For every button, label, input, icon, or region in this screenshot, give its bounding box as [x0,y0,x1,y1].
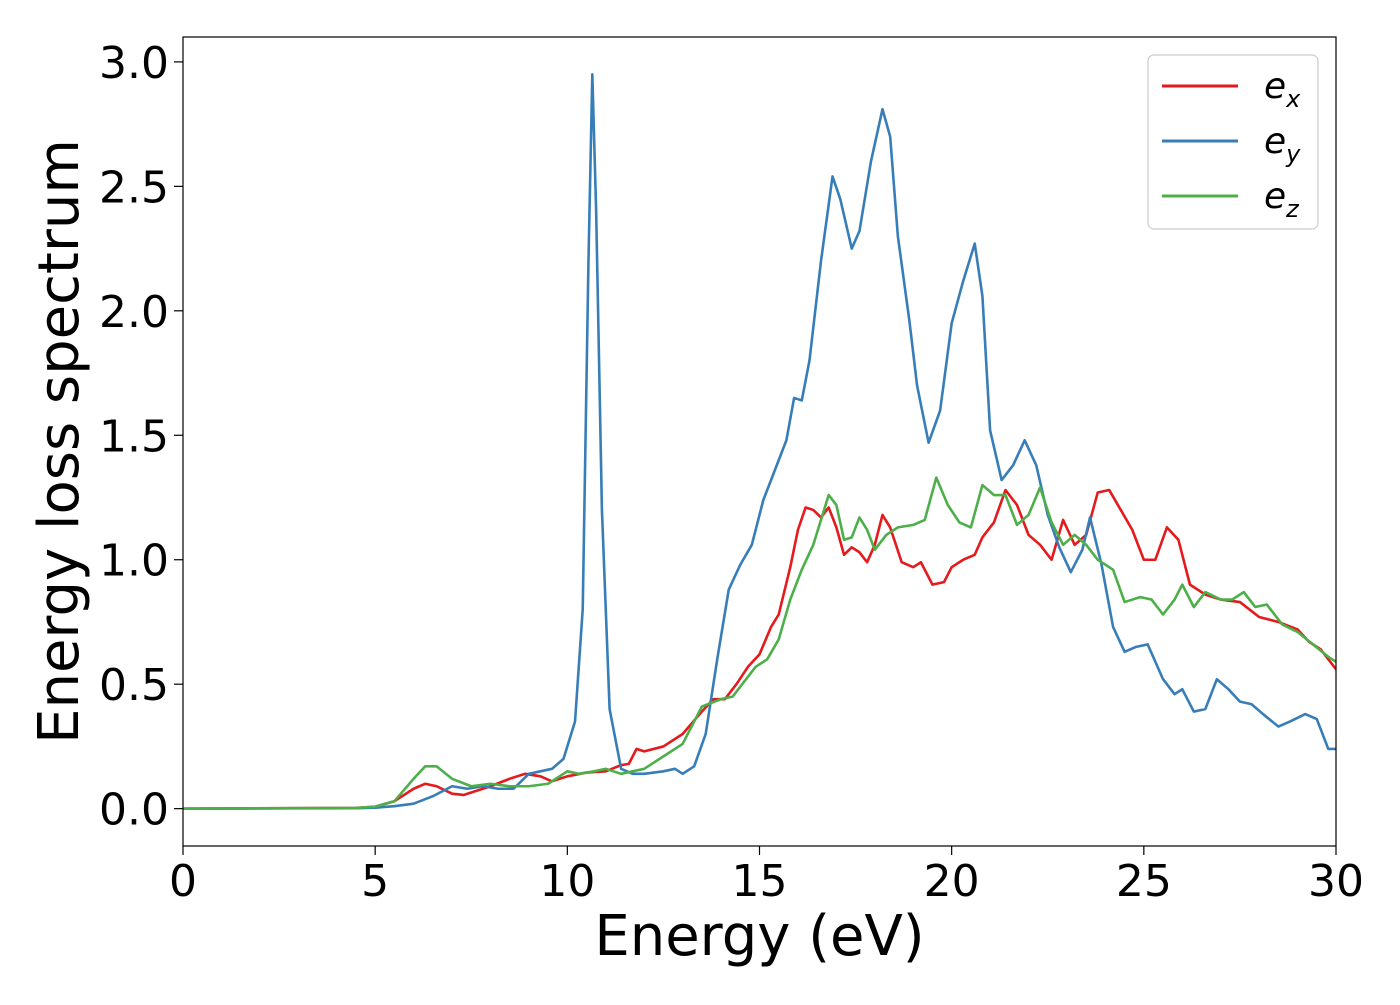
x-axis-label: Energy (eV) [594,904,924,969]
x-tick-label: 20 [924,856,980,907]
y-tick-label: 0.0 [99,785,169,836]
x-tick-label: 10 [539,856,595,907]
legend: ex ey ez [1147,54,1319,230]
series-lines [183,73,1336,810]
x-tick-label: 5 [361,856,389,907]
y-axis-label: Energy loss spectrum [27,139,92,744]
legend-label-y: ey [1264,121,1301,168]
x-tick-label: 15 [732,856,788,907]
series-line-z [183,476,1336,810]
y-tick-label: 0.5 [99,660,169,711]
series-line-x [183,488,1336,810]
y-tick-label: 2.5 [99,162,169,213]
x-tick-label: 0 [169,856,197,907]
series-line-y [183,73,1336,810]
legend-label-z: ez [1264,176,1300,223]
x-tick-label: 30 [1308,856,1364,907]
x-tick-label: 25 [1116,856,1172,907]
legend-label-x: ex [1264,66,1301,113]
y-tick-label: 1.5 [99,411,169,462]
y-tick-label: 1.0 [99,536,169,587]
y-tick-label: 2.0 [99,287,169,338]
axis-ticks: 0 5 10 15 20 25 30 0.0 0.5 1.0 1.5 2.0 2.5 3.0 [99,38,1364,907]
y-tick-label: 3.0 [99,38,169,89]
